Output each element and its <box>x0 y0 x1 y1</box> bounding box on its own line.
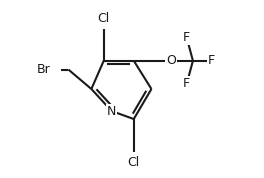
Text: F: F <box>183 77 190 90</box>
Text: N: N <box>107 105 116 118</box>
Text: Cl: Cl <box>128 156 140 169</box>
Text: Cl: Cl <box>98 12 110 25</box>
Text: Br: Br <box>37 63 51 76</box>
Text: O: O <box>166 54 176 67</box>
Text: F: F <box>183 31 190 44</box>
Text: F: F <box>208 54 215 67</box>
